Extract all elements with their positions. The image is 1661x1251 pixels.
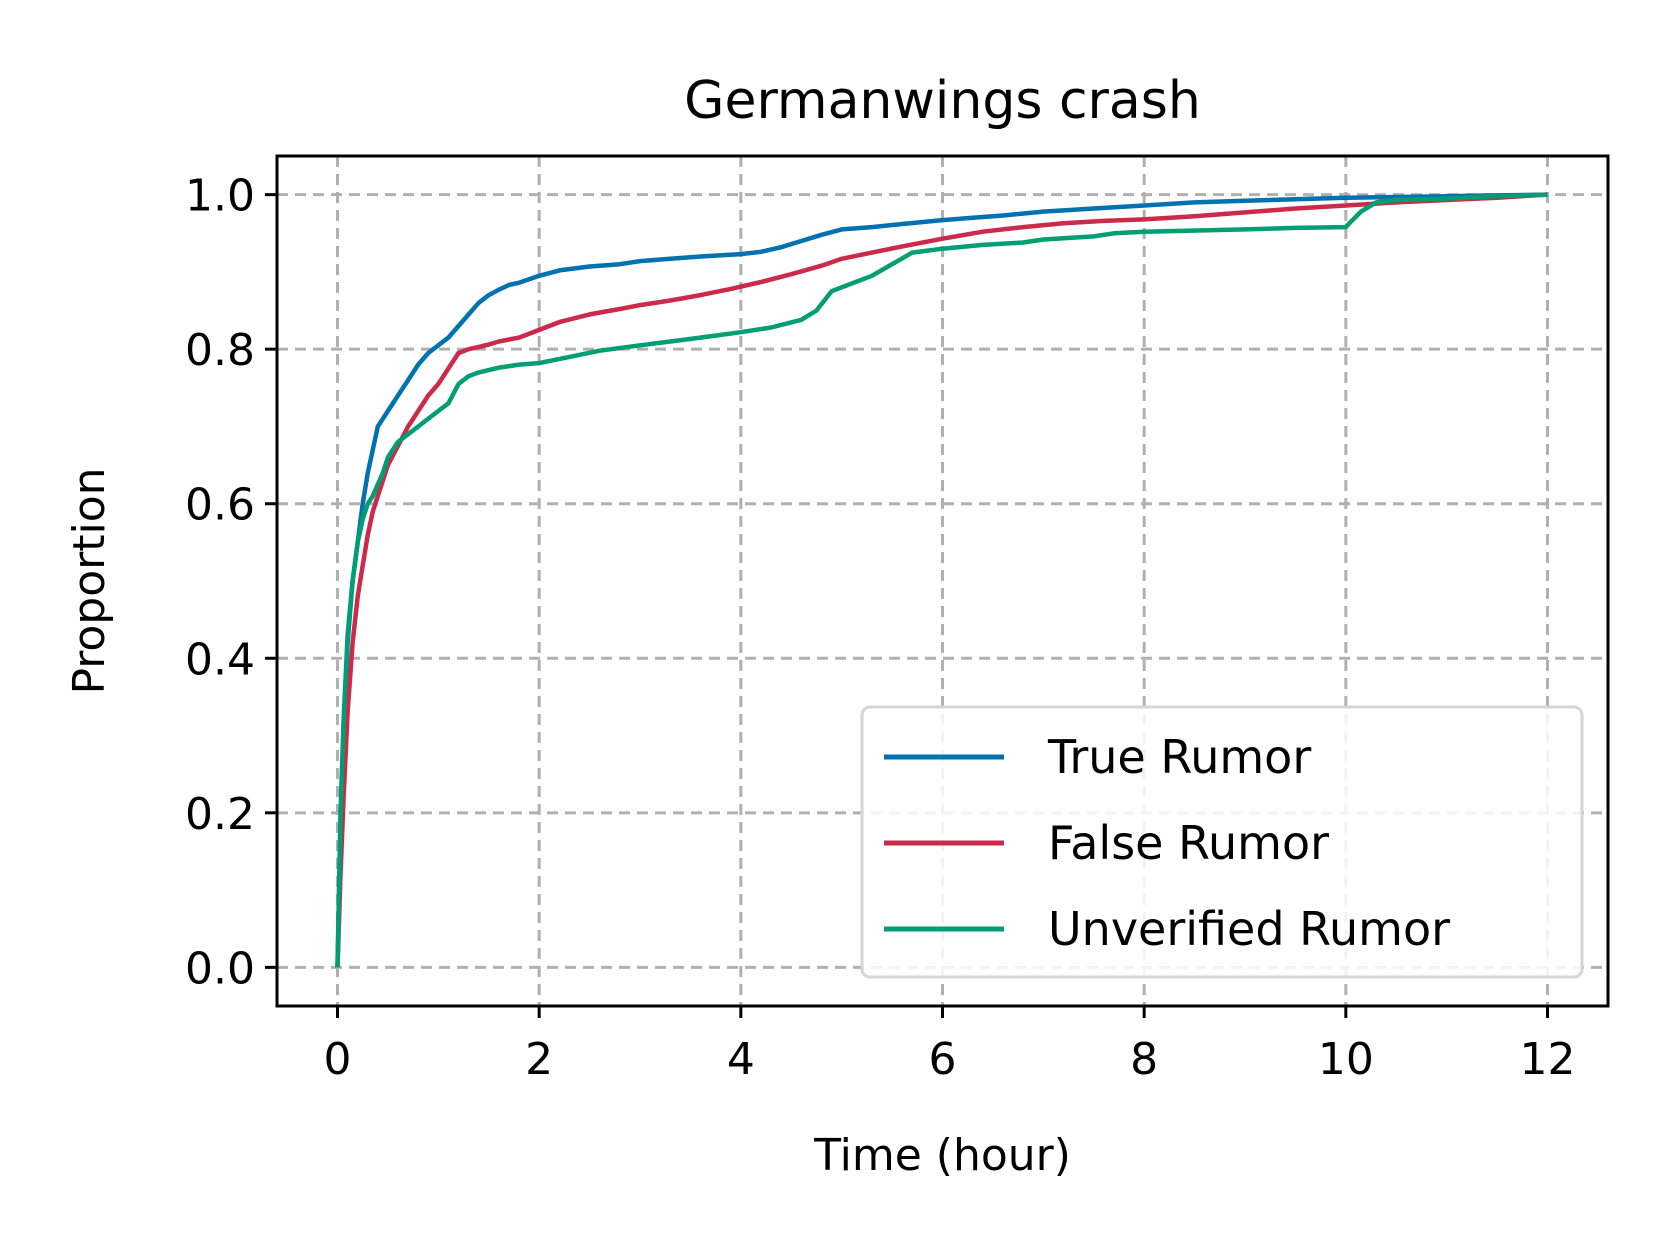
legend: True Rumor False Rumor Unverified Rumor (860, 705, 1584, 979)
y-tick-label: 1.0 (185, 171, 255, 222)
y-tick-label: 0.6 (185, 480, 255, 531)
y-tick-label: 0.8 (185, 325, 255, 376)
x-tick-label: 4 (727, 1034, 755, 1085)
series-layer (335, 192, 1548, 968)
legend-label: False Rumor (1048, 816, 1329, 870)
y-tick-label: 0.4 (185, 634, 255, 685)
series-line-true-rumor (335, 192, 1548, 968)
y-axis-label: Proportion (64, 467, 115, 694)
tick-layer: 0 2 4 6 8 10 12 0.0 0.2 0.4 0.6 0.8 1.0 (185, 171, 1575, 1085)
legend-box (860, 705, 1584, 979)
y-tick-label: 0.0 (185, 943, 255, 994)
x-axis-label: Time (hour) (813, 1130, 1071, 1181)
x-tick-label: 6 (929, 1034, 957, 1085)
y-tick-label: 0.2 (185, 789, 255, 840)
series-line-false-rumor (335, 192, 1548, 968)
x-tick-label: 8 (1130, 1034, 1158, 1085)
x-tick-label: 2 (525, 1034, 553, 1085)
series-line-unverified-rumor (335, 192, 1548, 968)
legend-label: Unverified Rumor (1048, 902, 1450, 956)
chart-title: Germanwings crash (684, 71, 1201, 131)
legend-label: True Rumor (1047, 730, 1311, 784)
x-tick-label: 10 (1318, 1034, 1374, 1085)
x-tick-label: 12 (1520, 1034, 1576, 1085)
x-tick-label: 0 (324, 1034, 352, 1085)
